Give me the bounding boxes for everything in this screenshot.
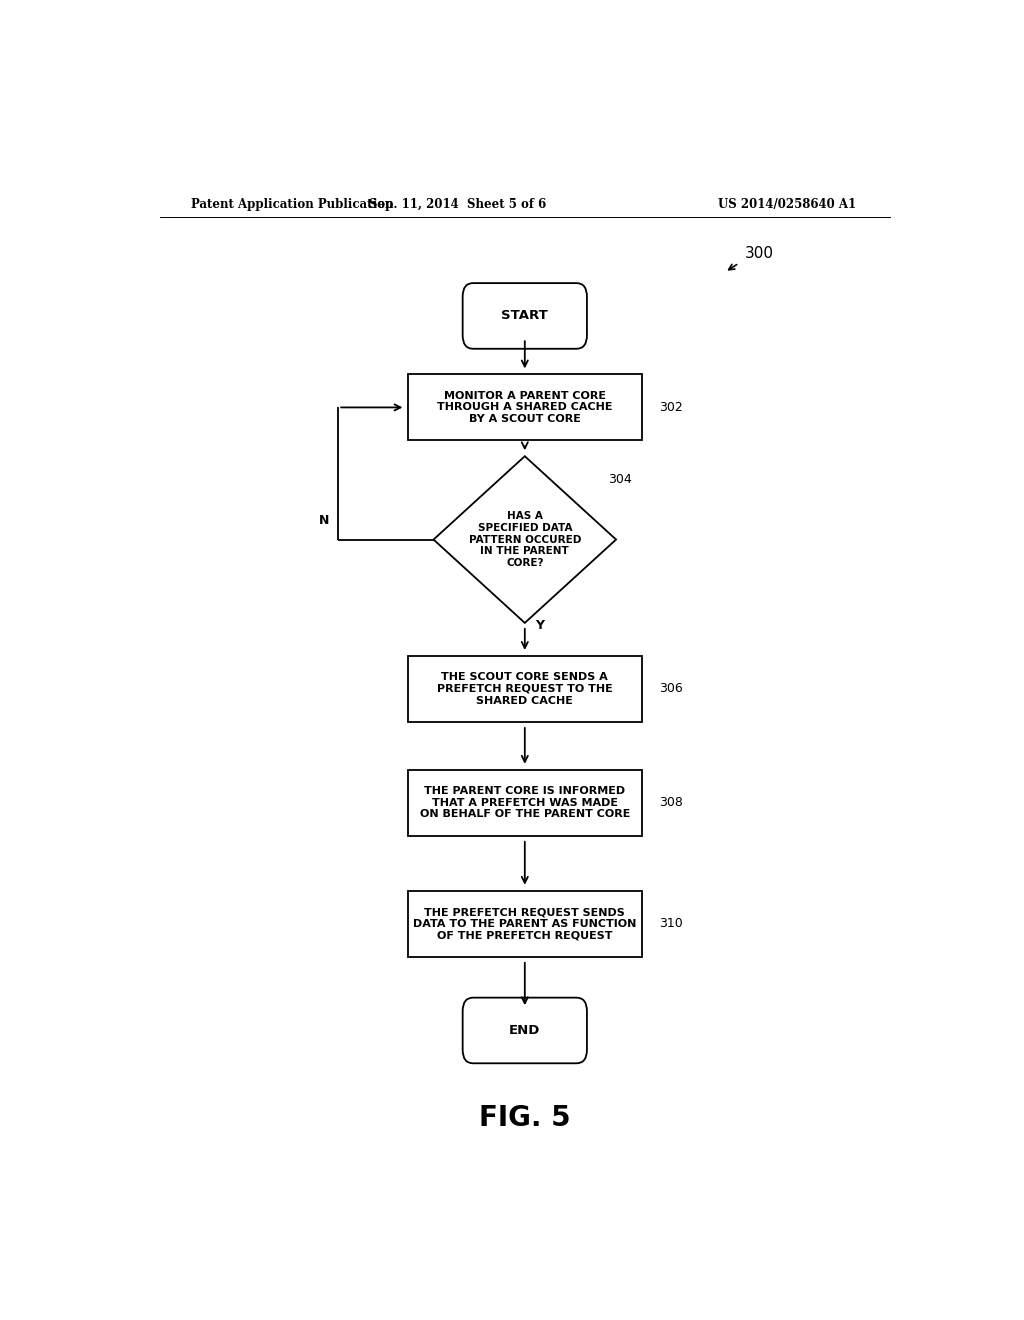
FancyBboxPatch shape xyxy=(463,282,587,348)
Text: END: END xyxy=(509,1024,541,1038)
Text: 300: 300 xyxy=(744,247,773,261)
Bar xyxy=(408,770,642,836)
Text: 302: 302 xyxy=(659,401,683,414)
Text: 310: 310 xyxy=(659,917,683,931)
Text: 308: 308 xyxy=(659,796,683,809)
Text: THE SCOUT CORE SENDS A
PREFETCH REQUEST TO THE
SHARED CACHE: THE SCOUT CORE SENDS A PREFETCH REQUEST … xyxy=(437,672,612,706)
Bar xyxy=(408,656,642,722)
FancyBboxPatch shape xyxy=(463,998,587,1064)
Text: N: N xyxy=(318,515,329,528)
Text: Y: Y xyxy=(536,619,544,632)
Text: THE PARENT CORE IS INFORMED
THAT A PREFETCH WAS MADE
ON BEHALF OF THE PARENT COR: THE PARENT CORE IS INFORMED THAT A PREFE… xyxy=(420,787,630,820)
Text: 306: 306 xyxy=(659,682,683,696)
Text: Patent Application Publication: Patent Application Publication xyxy=(191,198,394,211)
Bar xyxy=(408,891,642,957)
Text: HAS A
SPECIFIED DATA
PATTERN OCCURED
IN THE PARENT
CORE?: HAS A SPECIFIED DATA PATTERN OCCURED IN … xyxy=(469,511,581,568)
Text: MONITOR A PARENT CORE
THROUGH A SHARED CACHE
BY A SCOUT CORE: MONITOR A PARENT CORE THROUGH A SHARED C… xyxy=(437,391,612,424)
Text: Sep. 11, 2014  Sheet 5 of 6: Sep. 11, 2014 Sheet 5 of 6 xyxy=(369,198,546,211)
Polygon shape xyxy=(433,457,616,623)
Text: THE PREFETCH REQUEST SENDS
DATA TO THE PARENT AS FUNCTION
OF THE PREFETCH REQUES: THE PREFETCH REQUEST SENDS DATA TO THE P… xyxy=(413,907,637,940)
Text: START: START xyxy=(502,309,548,322)
Text: US 2014/0258640 A1: US 2014/0258640 A1 xyxy=(718,198,856,211)
Text: 304: 304 xyxy=(608,473,632,486)
Bar xyxy=(408,375,642,441)
Text: FIG. 5: FIG. 5 xyxy=(479,1104,570,1131)
